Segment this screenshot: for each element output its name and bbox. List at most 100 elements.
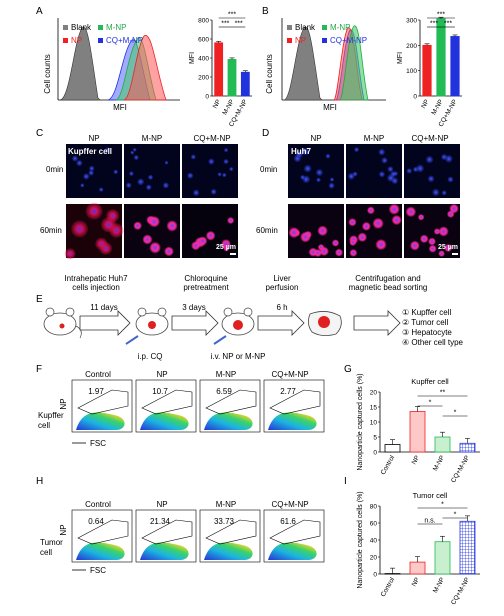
y-tick-label: 600 [198,37,209,44]
flow-f-gate-value: 2.77 [280,387,296,396]
micro-c-cq-0 [182,144,238,198]
arrow-1-icon [79,310,131,336]
workflow-output-hepatocyte: ③ Hepatocyte [402,328,452,337]
micro-c-row-60min: 60min [40,226,62,235]
cell-icon [113,169,119,175]
hist-b-legend-mnp: M-NP [330,23,350,32]
bar-mnp [434,436,451,453]
cell-icon [229,166,234,172]
cell-icon [354,147,360,153]
cell-icon [133,154,139,161]
sig-label: * [454,512,457,519]
hist-b-legend-blank: Blank [295,23,316,32]
y-tick-label: 0 [373,572,377,579]
y-tick-label: 0 [413,94,417,101]
cell-icon [378,148,385,156]
cell-icon [325,153,331,159]
cell-icon [329,177,335,182]
y-tick-label: 20 [370,555,378,562]
cell-icon [142,234,153,245]
cell-icon [223,158,229,165]
cell-icon [205,230,216,241]
cell-icon [432,188,440,196]
bar-control [384,444,401,453]
arrow-2-icon [171,310,219,336]
flow-f-gate-value: 1.97 [88,387,104,396]
hist-a-legend-np: NP [71,36,82,45]
cell-icon [405,206,416,217]
micro-d-row-0min: 0min [260,165,277,174]
y-tick-label: 400 [198,56,209,63]
cell-icon [381,157,388,164]
cell-icon [89,165,95,172]
flow-f-xlabel: FSC [90,439,106,448]
panel-label-i: I [344,476,347,487]
flow-h-col-np: NP [156,500,167,509]
cell-icon [300,231,311,243]
cell-icon [76,159,83,167]
cell-icon [438,250,445,257]
micro-c-np-0 [66,144,122,198]
cell-icon [438,226,449,237]
cell-icon [217,172,222,177]
sig-label: *** [444,21,452,28]
flow-h-xlabel: FSC [90,566,106,575]
cell-icon [362,221,371,231]
cell-icon [164,160,169,165]
flow-h-density [204,542,253,560]
sig-label: *** [235,21,243,28]
flow-f-row-label: Kupffer cell [38,411,64,430]
cell-icon [147,174,154,180]
flow-h-gate-value: 33.73 [214,517,235,526]
x-tick-label: CQ+M-NP [450,455,471,485]
flow-h-ylabel: NP [59,524,68,535]
bar-chart-i: 0 20 40 60 80 Nanoparticle captured cells (%)… [357,491,480,606]
cell-icon [98,187,104,192]
cell-icon [410,240,420,251]
cell-icon [227,217,235,224]
flow-f-col-cq: CQ+M-NP [271,370,308,379]
y-tick-label: 100 [406,68,417,75]
flow-h-density [140,542,189,560]
micro-d-col-cq: CQ+M-NP [411,134,448,143]
micro-d-row-60min: 60min [256,226,278,235]
sig-label: ** [440,390,446,397]
hist-b-legend-np: NP [295,36,306,45]
cell-icon [71,155,79,162]
mouse-2-icon [125,307,169,345]
microscopy-c: NP M-NP CQ+M-NP 0min 60min Kupffer cell … [40,134,238,260]
flow-f-col-control: Control [85,370,111,379]
cell-icon [71,220,89,238]
cell-icon [387,174,395,182]
flow-h-gate-value: 61.6 [280,517,296,526]
y-tick-label: 200 [406,43,417,50]
hist-a-legend-cq: CQ+M-NP [106,36,143,45]
cell-icon [125,182,132,189]
cell-icon [425,155,434,164]
cell-icon [319,246,329,256]
cell-icon [348,218,357,227]
cell-icon [99,241,113,255]
y-axis-label: MFI [397,52,404,64]
workflow-step-cq: Chloroquine pretreatment [183,274,229,292]
histogram-b: Cell counts MFI Blank NP M-NP CQ+M-NP [265,18,386,112]
sig-label: *** [430,21,438,28]
cell-icon [367,206,375,215]
cell-icon [80,183,85,188]
flow-h-density [268,542,317,560]
cell-icon [406,168,412,174]
sig-label: * [454,410,457,417]
cell-icon [391,215,402,225]
cell-icon [433,228,441,235]
flow-h-gate-value: 0.64 [88,517,104,526]
y-axis-label: MFI [189,52,196,64]
cell-icon [129,171,134,176]
workflow-duration-2: 3 days [182,303,206,312]
workflow-duration-1: 11 days [90,303,117,312]
panel-label-a: A [36,6,43,17]
cell-icon [222,172,227,178]
flow-f-col-np: NP [156,370,167,379]
bar-mnp [434,541,451,575]
